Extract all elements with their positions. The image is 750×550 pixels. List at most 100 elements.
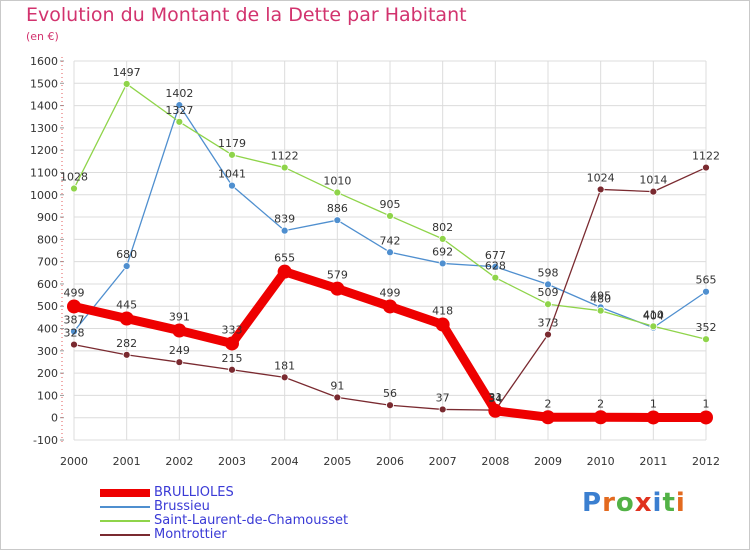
data-label: 333 (222, 323, 243, 336)
legend-swatch (100, 534, 150, 536)
logo-letter: i (652, 488, 663, 518)
data-label: 677 (485, 249, 506, 262)
data-label: 391 (169, 311, 190, 324)
data-point (228, 181, 236, 190)
legend-swatch (100, 506, 150, 508)
y-tick-label: 1500 (30, 77, 58, 90)
y-tick-label: 1000 (30, 189, 58, 202)
data-label: 404 (643, 310, 664, 323)
legend-label: Saint-Laurent-de-Chamousset (154, 513, 349, 528)
data-point (702, 163, 710, 172)
data-label: 1497 (113, 66, 141, 79)
data-label: 1010 (323, 175, 351, 188)
legend-label: Montrottier (154, 527, 227, 542)
logo-letter: r (602, 488, 616, 518)
data-label: 2 (597, 397, 604, 410)
data-point (333, 393, 342, 402)
x-tick-label: 2001 (113, 455, 141, 468)
y-tick-label: 1400 (30, 100, 58, 113)
data-label: 418 (432, 305, 453, 318)
data-point (386, 212, 394, 220)
data-label: 1 (650, 397, 657, 410)
x-tick-label: 2006 (376, 455, 404, 468)
data-label-layer: 387 680 1402 1041 839 886 742 692 677 598 495 404 56… (60, 66, 720, 411)
data-point (70, 327, 78, 336)
data-point (435, 317, 450, 332)
logo-letter: P (582, 488, 603, 518)
data-label: 56 (383, 387, 397, 400)
data-point (333, 216, 342, 225)
x-tick-label: 2007 (429, 455, 457, 468)
data-point (491, 262, 500, 271)
data-point (172, 323, 187, 338)
data-label: 445 (116, 298, 137, 311)
data-label: 839 (274, 213, 295, 226)
data-point (646, 410, 661, 425)
x-tick-label: 2011 (639, 455, 667, 468)
data-label: 1041 (218, 168, 246, 181)
data-point (119, 311, 134, 326)
y-tick-label: 200 (37, 367, 58, 380)
data-point (228, 150, 236, 159)
data-point (544, 300, 552, 309)
data-label: 1179 (218, 137, 246, 150)
data-point (699, 410, 713, 425)
data-label: 680 (116, 248, 137, 261)
data-label: 328 (64, 327, 85, 340)
y-tick-label: 300 (37, 345, 58, 358)
data-label: 37 (436, 391, 450, 404)
data-label: 410 (643, 308, 664, 321)
data-label: 886 (327, 202, 348, 215)
legend-label: BRULLIOLES (154, 485, 234, 500)
series-layer (67, 80, 713, 425)
y-tick-label: 900 (37, 211, 58, 224)
y-tick-label: 0 (51, 412, 58, 425)
logo-letter: o (615, 488, 635, 518)
data-label: 802 (432, 221, 453, 234)
data-point (280, 373, 289, 382)
x-tick-label: 2003 (218, 455, 246, 468)
data-point (122, 350, 131, 359)
data-point (228, 365, 236, 374)
data-point (438, 235, 447, 243)
data-point (649, 322, 658, 331)
data-point (702, 335, 710, 344)
data-point (175, 358, 184, 367)
x-tick-label: 2000 (60, 455, 88, 468)
data-point (333, 188, 342, 197)
data-point (330, 281, 345, 296)
logo-letter: x (634, 488, 653, 518)
data-point (225, 336, 239, 351)
legend-swatch (100, 520, 150, 522)
data-label: 215 (222, 352, 243, 365)
data-point (70, 184, 78, 193)
data-label: 1024 (587, 171, 615, 184)
data-point (386, 401, 394, 410)
data-label: 387 (64, 313, 85, 326)
data-label: 499 (380, 286, 401, 299)
legend-label: Brussieu (154, 499, 210, 514)
data-point (438, 405, 447, 414)
data-point (280, 163, 289, 172)
y-tick-label: 600 (37, 278, 58, 291)
x-tick-label: 2005 (323, 455, 351, 468)
data-label: 495 (590, 289, 611, 302)
y-tick-label: 500 (37, 300, 58, 313)
data-label: 509 (538, 286, 559, 299)
legend-swatch (100, 489, 150, 497)
data-label: 1402 (165, 87, 193, 100)
y-tick-label: 1200 (30, 144, 58, 157)
data-point (491, 273, 500, 282)
x-tick-label: 2008 (481, 455, 509, 468)
data-point (277, 264, 292, 279)
data-point (175, 117, 184, 126)
y-tick-label: 1600 (30, 55, 58, 68)
data-point (175, 101, 184, 110)
data-label: 31 (488, 391, 502, 404)
y-tick-label: 1300 (30, 122, 58, 135)
data-label: 1122 (692, 150, 720, 163)
data-label: 1327 (165, 104, 193, 117)
data-label: 34 (488, 392, 502, 405)
y-tick-label: 100 (37, 389, 58, 402)
